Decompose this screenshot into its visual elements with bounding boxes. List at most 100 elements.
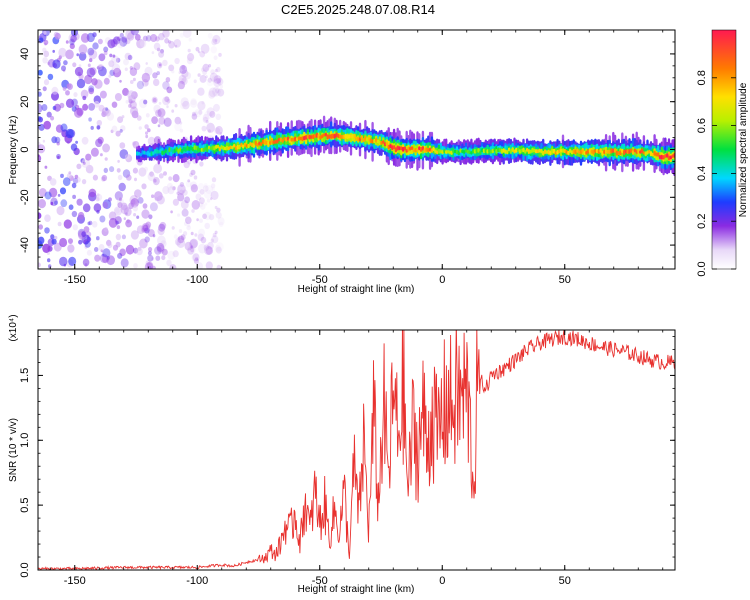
ridge-cell bbox=[143, 150, 146, 155]
noise-speckle bbox=[43, 120, 51, 130]
noise-speckle bbox=[177, 235, 185, 244]
noise-speckle bbox=[187, 53, 195, 62]
noise-speckle bbox=[177, 80, 185, 90]
ridge-cell bbox=[272, 140, 275, 145]
noise-speckle bbox=[128, 103, 132, 108]
noise-speckle bbox=[88, 85, 95, 93]
noise-speckle bbox=[204, 110, 212, 120]
noise-speckle bbox=[49, 178, 57, 186]
snr-xtick-label: -100 bbox=[186, 575, 208, 587]
noise-speckle bbox=[126, 174, 132, 181]
ridge-cell bbox=[432, 147, 435, 151]
ridge-cell bbox=[473, 149, 477, 154]
snr-background bbox=[38, 330, 675, 570]
noise-speckle bbox=[38, 141, 41, 148]
noise-speckle bbox=[121, 36, 128, 43]
ridge-cell bbox=[254, 140, 257, 146]
noise-speckle bbox=[197, 50, 201, 54]
ridge-cell bbox=[355, 136, 358, 141]
noise-speckle bbox=[113, 206, 123, 216]
noise-speckle bbox=[147, 229, 155, 238]
ridge-cell bbox=[366, 137, 369, 142]
spectrogram-xtick-label: 0 bbox=[439, 274, 445, 286]
noise-speckle bbox=[70, 34, 77, 43]
ridge-cell bbox=[434, 149, 437, 153]
noise-speckle bbox=[215, 211, 222, 219]
noise-speckle bbox=[211, 38, 218, 46]
noise-speckle bbox=[159, 221, 167, 230]
noise-speckle bbox=[179, 64, 188, 74]
noise-speckle bbox=[205, 66, 209, 71]
noise-speckle bbox=[211, 177, 217, 183]
noise-speckle bbox=[190, 169, 196, 176]
ridge-cell bbox=[428, 147, 432, 152]
noise-speckle bbox=[130, 199, 136, 205]
ridge-cell bbox=[500, 148, 504, 154]
noise-speckle bbox=[136, 115, 142, 121]
ridge-cell bbox=[382, 140, 385, 144]
noise-speckle bbox=[114, 93, 122, 101]
noise-speckle bbox=[198, 201, 204, 208]
noise-speckle bbox=[106, 112, 114, 121]
noise-speckle bbox=[156, 244, 165, 254]
noise-speckle bbox=[144, 236, 150, 243]
noise-speckle bbox=[154, 246, 162, 255]
noise-speckle bbox=[111, 63, 121, 73]
noise-speckle bbox=[210, 190, 219, 200]
noise-speckle bbox=[113, 67, 122, 78]
ridge-cell bbox=[455, 149, 459, 155]
noise-speckle bbox=[129, 195, 139, 205]
noise-speckle bbox=[95, 138, 103, 148]
noise-speckle bbox=[176, 191, 180, 195]
ridge-cell bbox=[419, 147, 423, 152]
noise-speckle bbox=[84, 240, 91, 248]
noise-speckle bbox=[44, 165, 48, 169]
noise-speckle bbox=[157, 108, 166, 118]
noise-speckle bbox=[212, 86, 221, 97]
noise-speckle bbox=[206, 198, 211, 203]
ridge-cell bbox=[403, 146, 407, 151]
noise-speckle bbox=[145, 260, 151, 266]
noise-speckle bbox=[96, 66, 100, 70]
noise-speckle bbox=[141, 222, 151, 233]
noise-speckle bbox=[50, 197, 58, 207]
noise-speckle bbox=[65, 40, 69, 44]
noise-speckle bbox=[56, 141, 60, 146]
noise-speckle bbox=[191, 111, 196, 117]
ridge-cell bbox=[202, 147, 205, 152]
noise-speckle bbox=[206, 122, 215, 133]
spectrogram-panel: -150 -100 -50 0 50 -40 -20 0 20 40 Height of stra… bbox=[8, 29, 676, 295]
noise-speckle bbox=[93, 203, 102, 213]
noise-speckle bbox=[38, 224, 43, 230]
noise-speckle bbox=[190, 184, 198, 193]
noise-speckle bbox=[92, 42, 99, 50]
noise-speckle bbox=[179, 121, 183, 125]
noise-speckle bbox=[164, 38, 170, 44]
noise-speckle bbox=[148, 214, 153, 220]
noise-speckle bbox=[216, 264, 222, 269]
noise-speckle bbox=[210, 197, 213, 201]
noise-speckle bbox=[43, 50, 50, 58]
noise-speckle bbox=[166, 105, 169, 109]
ridge-cell bbox=[146, 150, 150, 156]
noise-speckle bbox=[121, 115, 125, 119]
ridge-cell bbox=[595, 148, 599, 154]
ridge-cell bbox=[662, 155, 665, 160]
noise-speckle bbox=[63, 60, 68, 66]
ridge-cell bbox=[630, 148, 633, 153]
ridge-cell bbox=[506, 150, 509, 155]
noise-speckle bbox=[84, 74, 93, 85]
noise-speckle bbox=[198, 228, 205, 237]
noise-speckle bbox=[91, 221, 98, 228]
ridge-cell bbox=[322, 133, 326, 137]
noise-speckle bbox=[106, 255, 115, 266]
noise-speckle bbox=[102, 201, 108, 209]
ridge-cell bbox=[594, 149, 597, 153]
noise-speckle bbox=[179, 77, 185, 85]
snr-xlabel: Height of straight line (km) bbox=[298, 584, 415, 595]
noise-speckle bbox=[199, 161, 204, 167]
ridge-cell bbox=[498, 147, 502, 153]
ridge-cell bbox=[446, 150, 450, 154]
ridge-cell bbox=[224, 146, 227, 151]
ridge-cell bbox=[425, 147, 428, 152]
